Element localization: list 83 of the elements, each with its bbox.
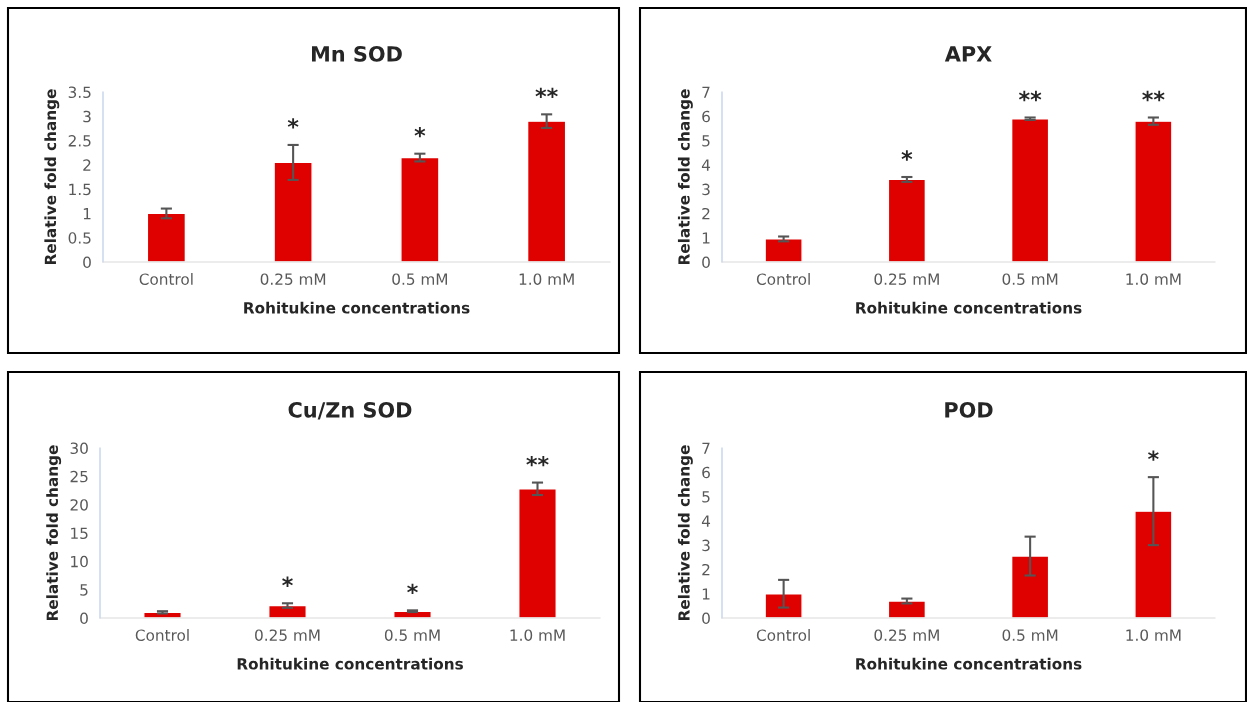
bar [400, 156, 440, 262]
x-axis-title: Rohitukine concentrations [237, 657, 463, 670]
y-tick-label: 5 [80, 584, 88, 596]
y-tick-label: 3 [702, 183, 710, 196]
y-tick-label: 3.5 [68, 86, 91, 99]
y-axis-title: Relative fold change [677, 89, 693, 265]
data-label: ** [1142, 90, 1165, 102]
bar [887, 178, 927, 262]
y-tick-label: 1.5 [69, 183, 91, 196]
x-tick-label: 1.0 mM [1126, 273, 1181, 285]
y-tick-label: 4 [701, 159, 711, 171]
y-tick-label: 2 [702, 563, 710, 576]
x-tick-label: 0.25 mM [255, 629, 320, 641]
y-tick-label: 5 [702, 135, 710, 147]
data-label: * [287, 118, 299, 129]
data-label: * [901, 150, 913, 161]
data-label: ** [535, 87, 558, 98]
x-tick-label: 0.5 mM [1002, 273, 1058, 285]
bar [1010, 118, 1050, 262]
y-tick-label: 25 [70, 470, 88, 483]
bar [268, 604, 307, 618]
x-tick-label: 0.25 mM [874, 629, 939, 641]
bar [146, 212, 187, 262]
x-tick-label: 1.0 mM [510, 629, 565, 641]
y-tick-label: 0 [83, 256, 91, 269]
y-tick-label: 10 [71, 555, 88, 568]
x-tick-label: Control [756, 629, 810, 641]
x-tick-label: Control [135, 629, 189, 641]
y-tick-label: 3 [702, 539, 710, 552]
x-axis-title: Rohitukine concentrations [856, 301, 1082, 314]
y-tick-label: 7 [702, 442, 710, 454]
y-axis-title: Relative fold change [677, 445, 693, 621]
y-tick-label: 7 [702, 86, 710, 98]
x-tick-label: Control [756, 273, 810, 285]
data-label: * [282, 576, 293, 587]
y-tick-label: 0 [702, 256, 710, 269]
bar [764, 593, 803, 618]
bar [518, 488, 557, 618]
data-label: * [1148, 450, 1159, 461]
data-label: ** [1018, 90, 1042, 102]
data-label: ** [526, 455, 549, 467]
x-tick-label: 0.25 mM [874, 273, 939, 285]
x-axis-title: Rohitukine concentrations [856, 657, 1082, 670]
bar [887, 600, 927, 618]
y-tick-label: 0.5 [68, 232, 91, 244]
bar [1134, 510, 1173, 618]
bar [273, 161, 313, 262]
y-tick-label: 0 [80, 612, 88, 625]
y-tick-label: 20 [70, 499, 88, 511]
y-tick-label: 3 [83, 110, 91, 123]
x-tick-label: 0.5 mM [1002, 629, 1058, 641]
y-tick-label: 5 [702, 491, 710, 503]
y-axis-title: Relative fold change [46, 445, 62, 621]
y-tick-label: 6 [702, 110, 710, 123]
y-tick-label: 6 [702, 466, 710, 479]
bar [764, 238, 803, 262]
y-tick-label: 15 [71, 527, 88, 540]
bar [1010, 555, 1050, 618]
chart-title: Mn SOD [312, 45, 402, 62]
chart-title: POD [945, 401, 993, 418]
y-tick-label: 2.5 [68, 135, 91, 147]
bar [526, 120, 567, 262]
bar [1134, 120, 1173, 262]
y-axis-title: Relative fold change [44, 89, 60, 265]
x-tick-label: 0.5 mM [384, 629, 440, 641]
data-label: * [414, 127, 426, 138]
chart-title: APX [944, 46, 992, 62]
y-tick-label: 0 [702, 612, 710, 625]
y-tick-label: 1 [702, 232, 710, 244]
x-tick-label: 1.0 mM [519, 273, 574, 285]
x-axis-title: Rohitukine concentrations [244, 301, 470, 314]
x-tick-label: 0.5 mM [392, 273, 447, 285]
chart-title: Cu/Zn SOD [288, 401, 412, 420]
data-label: * [407, 583, 418, 594]
y-tick-label: 1 [83, 208, 91, 220]
y-tick-label: 30 [70, 442, 88, 455]
y-tick-label: 2 [702, 207, 710, 220]
y-tick-label: 4 [701, 515, 711, 527]
y-tick-label: 2 [83, 159, 91, 171]
x-tick-label: Control [139, 273, 193, 285]
y-tick-label: 1 [702, 588, 710, 600]
x-tick-label: 1.0 mM [1126, 629, 1181, 641]
x-tick-label: 0.25 mM [260, 273, 326, 285]
